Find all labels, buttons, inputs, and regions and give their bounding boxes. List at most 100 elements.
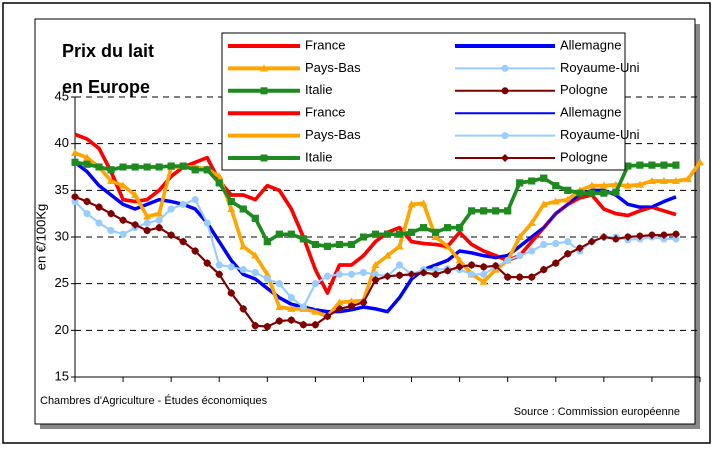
marker (551, 259, 560, 268)
y-tick-label: 15 (55, 368, 69, 383)
marker (407, 270, 416, 279)
marker (263, 238, 271, 246)
marker (491, 261, 500, 270)
marker (107, 209, 116, 218)
marker (648, 161, 656, 169)
marker (576, 189, 584, 197)
footer-left: Chambres d'Agriculture - Études économiq… (40, 394, 268, 407)
plot: 15 20 25 30 35 40 45 (55, 88, 704, 383)
legend-label: Allemagne (560, 105, 621, 120)
marker (239, 266, 247, 274)
marker (347, 270, 355, 278)
y-tick-label: 35 (55, 182, 69, 197)
legend-label: France (305, 37, 345, 52)
marker (107, 166, 115, 174)
marker (443, 266, 452, 275)
marker (503, 273, 512, 282)
marker (131, 220, 140, 229)
marker (227, 289, 236, 297)
marker (552, 240, 560, 248)
marker (480, 270, 488, 278)
marker (335, 270, 343, 278)
marker (311, 280, 319, 288)
marker (444, 224, 452, 232)
marker (227, 198, 235, 206)
marker (119, 216, 128, 225)
marker (563, 249, 572, 258)
marker (251, 321, 260, 330)
marker (227, 263, 235, 271)
marker (299, 235, 307, 243)
marker (552, 182, 560, 190)
marker (504, 256, 512, 264)
legend-box (221, 32, 626, 171)
y-tick-label: 25 (55, 275, 69, 290)
marker (347, 240, 355, 248)
marker (432, 228, 440, 236)
marker (501, 87, 509, 95)
marker (95, 203, 104, 212)
marker (528, 247, 536, 255)
marker (143, 226, 152, 235)
marker (260, 64, 268, 72)
marker (599, 233, 608, 241)
marker (95, 219, 103, 227)
y-tick-label: 20 (55, 322, 69, 337)
marker (335, 304, 344, 313)
y-tick-label: 40 (55, 135, 69, 150)
marker (623, 233, 632, 241)
marker (501, 64, 509, 72)
marker (420, 224, 428, 232)
marker (455, 262, 464, 271)
marker (419, 268, 428, 277)
marker (659, 231, 668, 240)
marker (456, 224, 464, 232)
marker (396, 261, 404, 269)
marker (287, 294, 295, 302)
marker (384, 230, 391, 238)
marker (587, 237, 596, 246)
marker (467, 261, 476, 269)
legend-label: Pays-Bas (305, 127, 361, 142)
marker (504, 207, 512, 215)
marker (323, 242, 331, 250)
marker (203, 219, 211, 227)
marker (611, 234, 620, 243)
marker (347, 302, 356, 311)
marker (203, 166, 211, 174)
marker (131, 163, 139, 171)
marker (299, 303, 307, 311)
y-axis-label: en €/100Kg (33, 204, 48, 271)
series-line (74, 132, 677, 295)
marker (492, 207, 500, 215)
marker (660, 161, 668, 169)
marker (275, 230, 283, 238)
marker (671, 230, 680, 239)
marker (501, 154, 509, 162)
marker (540, 240, 548, 248)
legend-label: Royaume-Uni (560, 127, 640, 142)
legend-label: Pologne (560, 149, 608, 164)
marker (516, 252, 524, 260)
y-tick-label: 45 (55, 88, 69, 103)
marker (612, 188, 620, 196)
marker (287, 230, 295, 238)
marker (239, 205, 247, 213)
marker (540, 174, 548, 182)
marker (251, 268, 259, 276)
legend-label: Italie (305, 149, 332, 164)
marker (251, 214, 259, 222)
marker (179, 200, 187, 208)
marker (215, 261, 223, 269)
legend-label: Pays-Bas (305, 60, 361, 75)
marker (528, 177, 536, 185)
series-line (74, 161, 677, 313)
marker (263, 322, 272, 331)
marker (143, 163, 151, 171)
marker (468, 270, 476, 278)
legend-label: Royaume-Uni (560, 60, 640, 75)
marker (119, 163, 127, 171)
marker (155, 216, 163, 224)
legend: France Allemagne Pays-Bas Royaume-Uni Italie… (221, 32, 640, 171)
